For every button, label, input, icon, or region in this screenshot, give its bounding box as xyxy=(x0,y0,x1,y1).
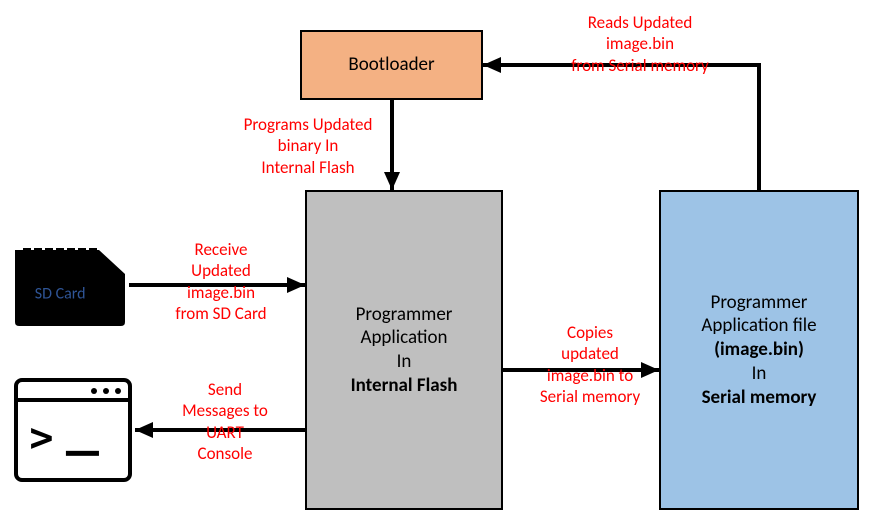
edge-label-app-to-terminal: SendMessages toUARTConsole xyxy=(165,379,285,464)
programmer-app-label: ProgrammerApplicationInInternal Flash xyxy=(351,303,458,398)
edge-label-sdcard-to-app: ReceiveUpdatedimage.binfrom SD Card xyxy=(156,239,286,324)
bootloader-box: Bootloader xyxy=(300,30,483,100)
edge-label-serial-to-bootloader: Reads Updatedimage.binfrom Serial memory xyxy=(540,12,740,76)
bootloader-label: Bootloader xyxy=(348,53,434,77)
serial-memory-box: ProgrammerApplication file(image.bin)InS… xyxy=(659,190,859,510)
edge-serial-to-bootloader xyxy=(483,65,759,190)
svg-text:>: > xyxy=(29,415,53,461)
serial-memory-label: ProgrammerApplication file(image.bin)InS… xyxy=(701,291,816,410)
arrowhead-serial-to-bootloader xyxy=(483,57,501,73)
arrowhead-app-to-terminal xyxy=(135,422,153,438)
sd-card-icon: SD Card xyxy=(15,248,125,328)
programmer-app-box: ProgrammerApplicationInInternal Flash xyxy=(305,190,503,510)
sd-card-label: SD Card xyxy=(35,284,86,303)
edge-label-bootloader-to-app: Programs Updatedbinary InInternal Flash xyxy=(218,114,398,178)
terminal-icon: > xyxy=(14,378,132,482)
arrowhead-sdcard-to-app xyxy=(287,277,305,293)
edge-label-app-to-serial: Copiesupdatedimage.bin toSerial memory xyxy=(525,322,655,407)
